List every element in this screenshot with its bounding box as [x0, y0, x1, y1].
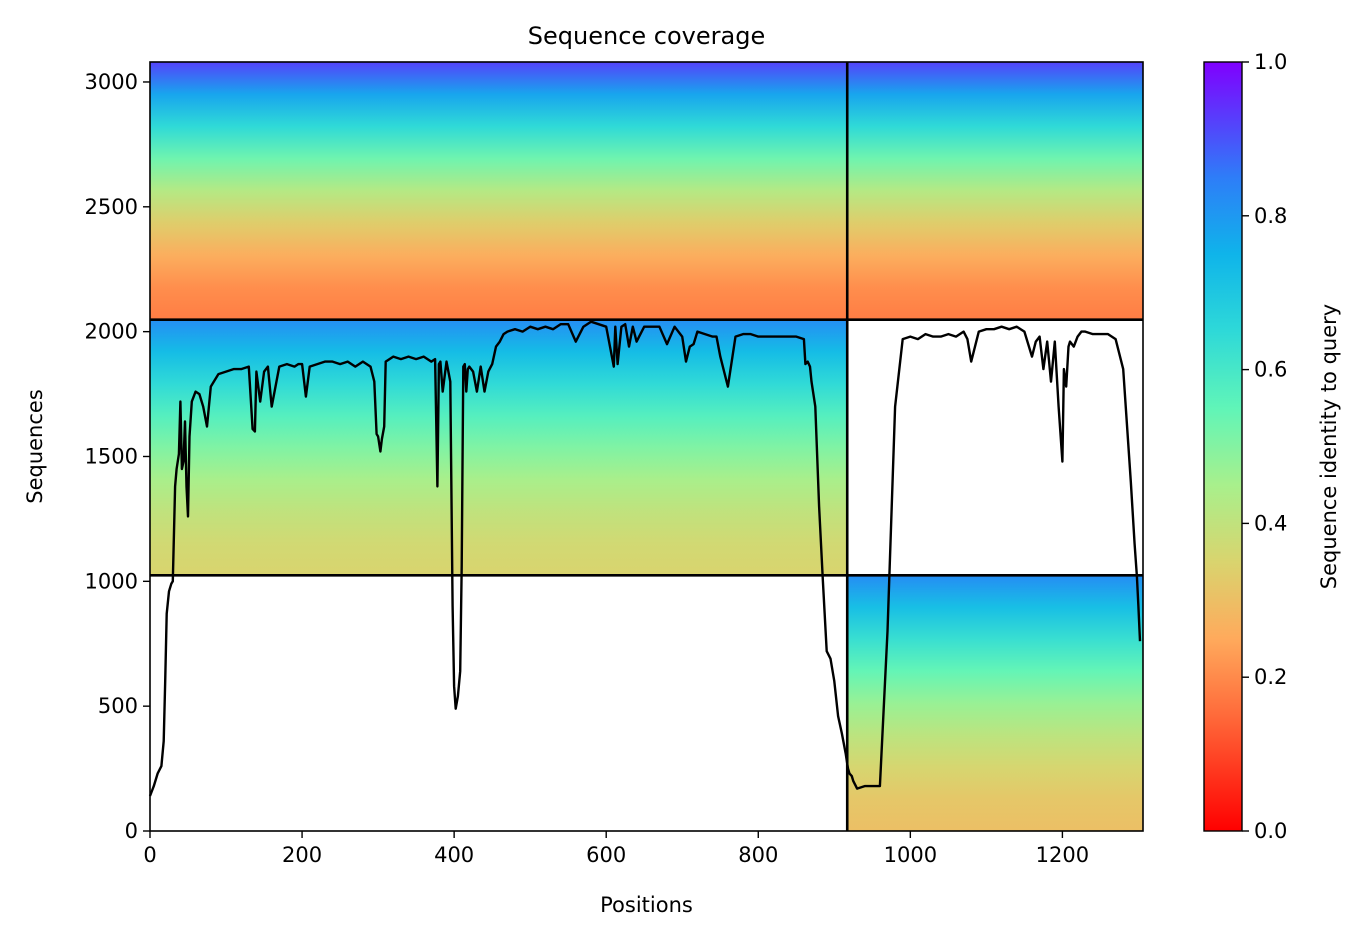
coverage-blocks [150, 62, 1143, 831]
colorbar-tick-label: 0.6 [1254, 358, 1287, 382]
colorbar [1203, 61, 1243, 832]
y-tick-label: 2000 [85, 320, 138, 344]
y-tick-label: 2500 [85, 195, 138, 219]
y-axis-label: Sequences [23, 389, 47, 504]
x-tick-label: 1200 [1036, 843, 1089, 867]
x-tick-label: 800 [738, 843, 778, 867]
colorbar-ticks: 0.0 0.2 0.4 0.6 0.8 1.0 [1242, 50, 1287, 843]
chart-title: Sequence coverage [528, 22, 765, 50]
x-tick-label: 200 [282, 843, 322, 867]
x-axis-ticks: 0 200 400 600 800 1000 1200 [143, 831, 1089, 867]
block-dividers [150, 62, 1143, 831]
colorbar-tick-label: 0.2 [1254, 665, 1287, 689]
y-tick-label: 0 [125, 819, 138, 843]
coverage-line [148, 320, 1142, 797]
colorbar-label: Sequence identity to query [1317, 304, 1341, 589]
coverage-block-0 [150, 319, 848, 576]
y-tick-label: 500 [98, 694, 138, 718]
colorbar-tick-label: 0.8 [1254, 204, 1287, 228]
coverage-block-1 [150, 62, 848, 320]
plot-frame [149, 61, 1144, 832]
y-axis-ticks: 0 500 1000 1500 2000 2500 3000 [85, 70, 150, 843]
colorbar-tick-label: 0.0 [1254, 819, 1287, 843]
x-axis-label: Positions [600, 893, 693, 917]
colorbar-tick-label: 0.4 [1254, 511, 1287, 535]
coverage-line-layer [148, 320, 1142, 797]
x-tick-label: 0 [143, 843, 156, 867]
y-tick-label: 1500 [85, 444, 138, 468]
colorbar-tick-label: 1.0 [1254, 50, 1287, 74]
x-tick-label: 1000 [884, 843, 937, 867]
coverage-block-2 [847, 62, 1143, 320]
y-tick-label: 1000 [85, 569, 138, 593]
x-tick-label: 600 [586, 843, 626, 867]
x-tick-label: 400 [434, 843, 474, 867]
coverage-block-3 [847, 575, 1143, 831]
y-tick-label: 3000 [85, 70, 138, 94]
